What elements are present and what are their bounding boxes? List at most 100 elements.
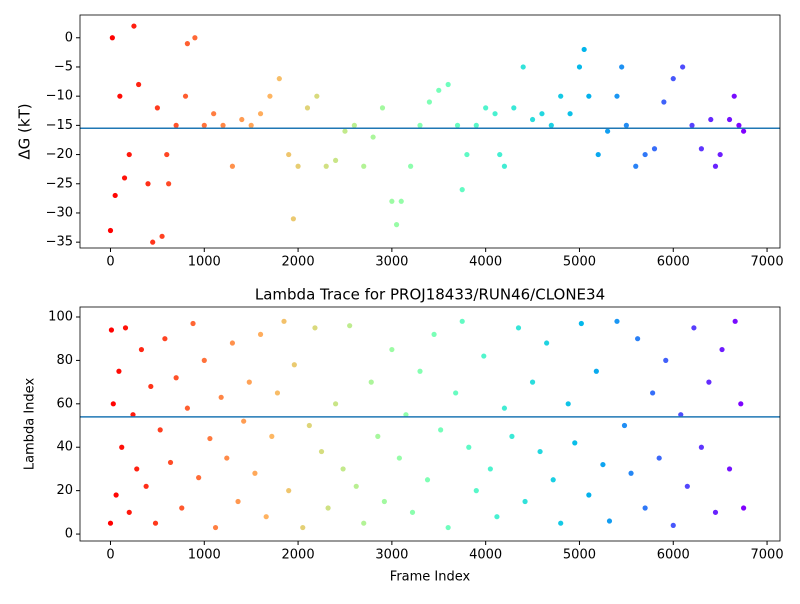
- point: [719, 346, 725, 353]
- x-tick-label: 3000: [375, 255, 408, 270]
- point: [368, 379, 374, 385]
- point: [150, 239, 156, 245]
- point: [207, 435, 213, 442]
- point: [396, 455, 402, 461]
- point: [110, 401, 116, 407]
- point: [656, 455, 662, 461]
- point: [192, 35, 198, 41]
- point: [633, 163, 639, 169]
- x-tick-label: 5000: [563, 255, 596, 270]
- x-tick-label: 0: [106, 548, 114, 563]
- point: [370, 134, 376, 140]
- y-tick-label: 20: [56, 483, 73, 498]
- point: [257, 331, 264, 337]
- point: [351, 122, 357, 128]
- point: [126, 151, 132, 158]
- point: [424, 477, 431, 483]
- point: [537, 448, 543, 455]
- point: [136, 81, 142, 88]
- point: [323, 163, 329, 169]
- point: [235, 498, 241, 505]
- point: [741, 128, 747, 134]
- point: [184, 41, 190, 47]
- x-tick-label: 1000: [188, 255, 221, 270]
- point: [586, 93, 592, 99]
- point: [464, 151, 470, 158]
- point: [698, 146, 704, 152]
- point: [481, 353, 487, 359]
- point: [347, 323, 353, 329]
- point: [109, 35, 115, 41]
- x-tick-label: 0: [106, 255, 114, 270]
- point: [148, 383, 154, 390]
- point: [182, 93, 189, 99]
- point: [431, 331, 437, 337]
- point: [426, 99, 432, 105]
- point: [576, 64, 583, 70]
- point: [680, 64, 686, 70]
- x-tick-label: 7000: [751, 255, 784, 270]
- point: [130, 412, 136, 418]
- point: [179, 505, 185, 511]
- axes-frame: [79, 306, 781, 542]
- point: [361, 520, 367, 526]
- point: [642, 505, 648, 511]
- y-tick-label: −30: [46, 205, 73, 220]
- point: [684, 483, 690, 489]
- point: [548, 122, 554, 128]
- point: [466, 444, 472, 450]
- point: [678, 412, 684, 418]
- point: [453, 390, 459, 396]
- point: [473, 488, 479, 494]
- point: [558, 520, 564, 526]
- point: [157, 427, 163, 433]
- point: [332, 401, 339, 407]
- point: [539, 111, 545, 117]
- point: [567, 111, 573, 117]
- y-tick-label: −5: [54, 59, 73, 74]
- x-tick-label: 4000: [469, 548, 502, 563]
- point: [173, 122, 179, 128]
- point: [138, 346, 145, 353]
- x-tick-label: 4000: [469, 255, 502, 270]
- point: [173, 375, 179, 381]
- point: [116, 368, 122, 374]
- point: [558, 93, 564, 99]
- point: [290, 216, 296, 222]
- point: [578, 320, 584, 327]
- point: [211, 111, 217, 117]
- point: [738, 401, 744, 407]
- point: [212, 524, 219, 531]
- y-axis-label: ΔG (kT): [16, 103, 34, 159]
- point: [712, 509, 719, 515]
- point: [143, 483, 149, 489]
- y-tick-label: −20: [46, 147, 73, 162]
- point: [691, 325, 697, 331]
- point: [119, 444, 125, 450]
- point: [670, 522, 676, 528]
- y-tick-label: 60: [56, 396, 73, 411]
- point: [340, 466, 346, 472]
- point: [241, 418, 247, 424]
- point: [663, 357, 669, 363]
- point: [246, 379, 252, 385]
- point: [113, 492, 119, 498]
- point: [605, 128, 611, 134]
- point: [107, 227, 114, 234]
- point: [381, 498, 387, 505]
- x-tick-label: 6000: [657, 255, 690, 270]
- x-axis-label: Frame Index: [390, 570, 471, 585]
- x-tick-label: 2000: [282, 548, 315, 563]
- point: [726, 116, 733, 123]
- point: [529, 379, 536, 385]
- y-tick-label: −35: [46, 235, 73, 250]
- point: [318, 448, 325, 455]
- point: [473, 122, 479, 128]
- axes-frame: [79, 14, 781, 249]
- point: [623, 122, 629, 128]
- x-tick-label: 3000: [375, 548, 408, 563]
- point: [628, 470, 634, 476]
- point: [389, 198, 395, 204]
- point: [445, 81, 451, 88]
- x-tick-label: 6000: [657, 548, 690, 563]
